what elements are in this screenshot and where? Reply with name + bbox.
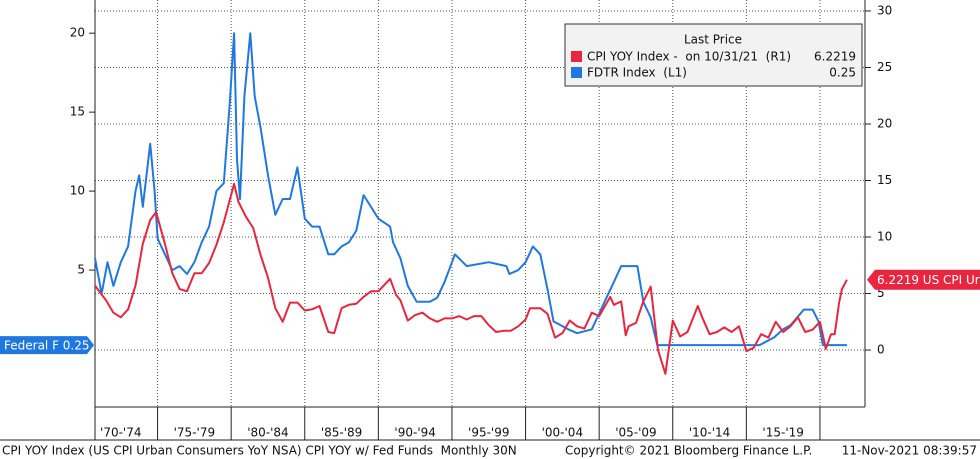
y2-tick-label: 15 <box>877 173 892 187</box>
legend-box <box>564 23 863 87</box>
legend: Last Price CPI YOY Index - on 10/31/21 (R… <box>564 23 863 87</box>
x-tick-label: '10-'14 <box>689 426 730 440</box>
y2-tick-label: 5 <box>877 286 885 300</box>
legend-swatch <box>571 67 582 78</box>
x-tick-label: '70-'74 <box>100 426 141 440</box>
value-tag-label: 6.2219 US CPI Ur <box>877 273 980 287</box>
x-tick-label: '75-'79 <box>174 426 215 440</box>
y2-tick-label: 20 <box>877 116 892 130</box>
value-tag <box>867 269 980 290</box>
footer-copyright: Copyright© 2021 Bloomberg Finance L.P. <box>565 444 812 458</box>
legend-value: 0.25 <box>829 66 856 80</box>
x-tick-label: '85-'89 <box>321 426 362 440</box>
y2-tick-label: 30 <box>877 3 892 17</box>
legend-value: 6.2219 <box>814 50 856 64</box>
footer-description: CPI YOY Index (US CPI Urban Consumers Yo… <box>2 444 517 458</box>
y-tick-label: 15 <box>70 105 85 119</box>
y2-tick-label: 0 <box>877 343 885 357</box>
series-line <box>94 32 847 347</box>
value-tag <box>0 336 94 355</box>
y-tick-label: 10 <box>70 184 85 198</box>
x-tick-label: '15-'19 <box>762 426 803 440</box>
legend-label: CPI YOY Index - on 10/31/21 (R1) <box>587 50 791 64</box>
value-tag-label: Federal F 0.25 <box>4 339 90 353</box>
legend-swatch <box>571 51 582 62</box>
legend-title: Last Price <box>684 33 742 47</box>
x-tick-label: '05-'09 <box>615 426 656 440</box>
footer-timestamp: 11-Nov-2021 08:39:57 <box>842 444 977 458</box>
x-tick-label: '95-'99 <box>468 426 509 440</box>
x-tick-label: '90-'94 <box>394 426 435 440</box>
y-tick-label: 20 <box>70 26 85 40</box>
series-line <box>94 182 848 375</box>
x-tick-label: '80-'84 <box>247 426 288 440</box>
legend-label: FDTR Index (L1) <box>587 66 687 80</box>
y-tick-label: 5 <box>77 263 85 277</box>
y2-tick-label: 10 <box>877 230 892 244</box>
x-tick-label: '00-'04 <box>542 426 583 440</box>
y2-tick-label: 25 <box>877 60 892 74</box>
